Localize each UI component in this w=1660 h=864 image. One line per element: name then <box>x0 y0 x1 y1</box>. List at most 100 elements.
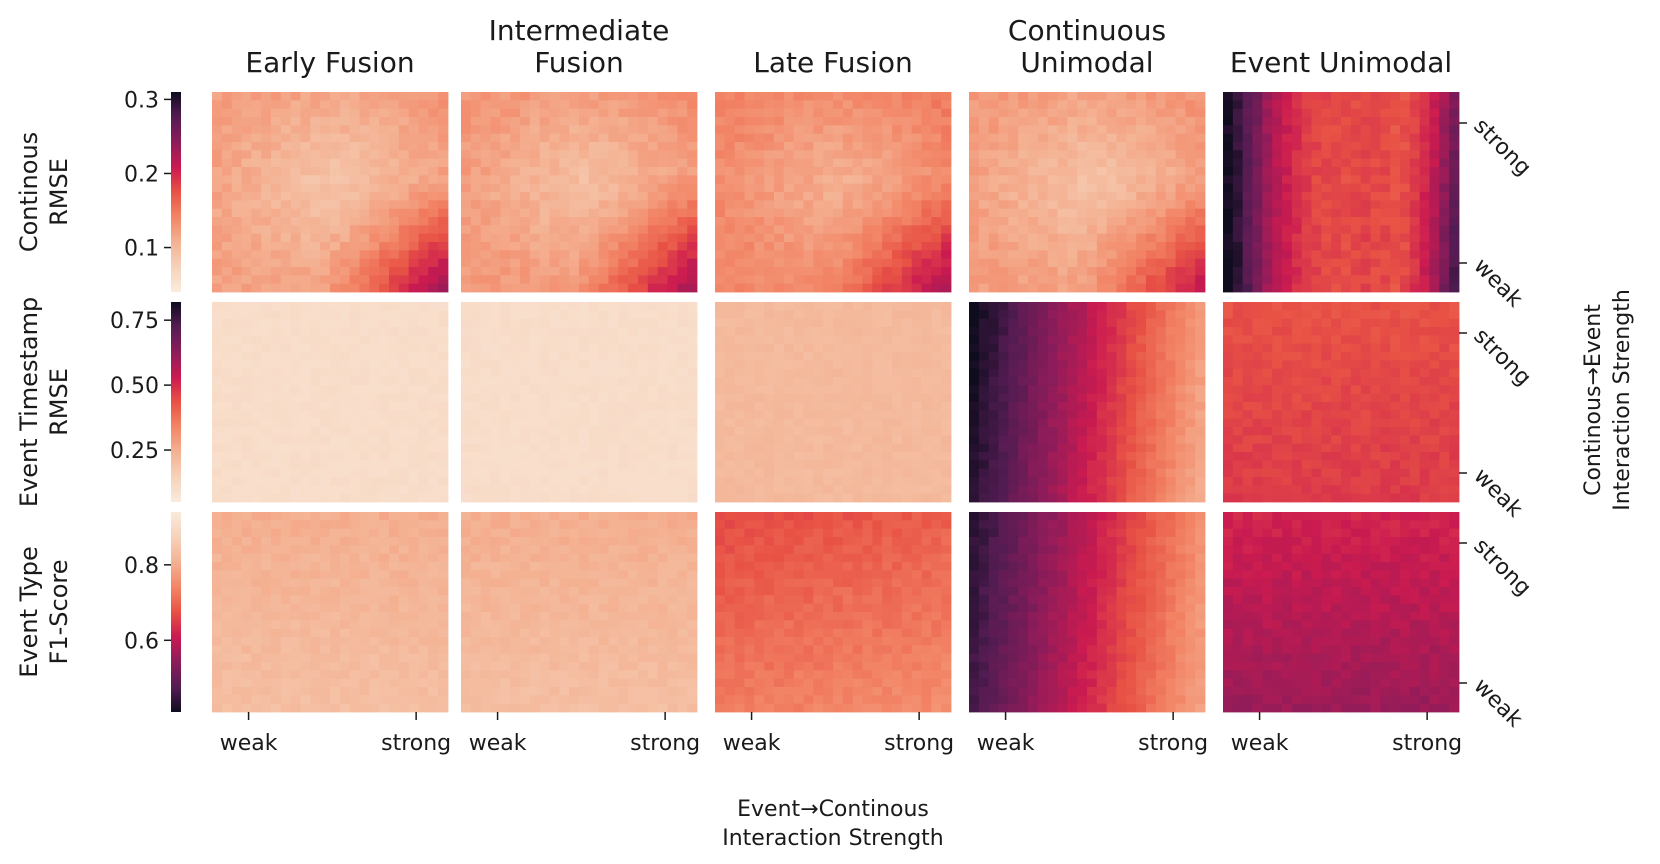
heatmap-cell <box>1429 92 1440 101</box>
heatmap-cell <box>734 435 745 445</box>
heatmap-cell <box>1409 142 1421 151</box>
heatmap-cell <box>1419 117 1430 126</box>
heatmap-cell <box>1439 233 1450 243</box>
heatmap-cell <box>647 327 659 336</box>
heatmap-cell <box>261 125 272 135</box>
heatmap-cell <box>1018 217 1029 226</box>
heatmap-cell <box>349 183 360 193</box>
heatmap-cell <box>852 192 863 201</box>
heatmap-cell <box>1419 125 1430 135</box>
heatmap-cell <box>1185 302 1196 311</box>
heatmap-cell <box>290 192 301 201</box>
heatmap-cell <box>579 200 590 210</box>
heatmap-cell <box>978 167 990 176</box>
heatmap-cell <box>931 200 942 210</box>
heatmap-cell <box>754 418 765 428</box>
heatmap-cell <box>803 402 814 411</box>
heatmap-cell <box>271 360 282 370</box>
heatmap-cell <box>1028 92 1039 101</box>
heatmap-cell <box>978 327 990 336</box>
heatmap-cell <box>978 183 990 193</box>
heatmap-cell <box>941 217 952 226</box>
heatmap-cell <box>280 385 292 395</box>
heatmap-cell <box>677 133 688 143</box>
heatmap-cell <box>330 275 341 285</box>
heatmap-cell <box>618 377 629 386</box>
heatmap-cell <box>359 402 370 411</box>
heatmap-cell <box>764 335 775 345</box>
heatmap-cell <box>1106 217 1117 226</box>
heatmap-cell <box>931 393 942 403</box>
heatmap-cell <box>359 175 370 185</box>
heatmap-cell <box>803 108 814 118</box>
heatmap-cell <box>1341 267 1352 276</box>
heatmap-cell <box>320 477 331 486</box>
heatmap-cell <box>1096 167 1108 176</box>
heatmap-cell <box>339 318 351 328</box>
heatmap-cell <box>724 142 736 151</box>
heatmap-cell <box>369 368 380 378</box>
heatmap-cell <box>1057 183 1068 193</box>
heatmap-cell <box>271 258 282 268</box>
heatmap-cell <box>892 158 903 168</box>
heatmap-cell <box>579 225 590 235</box>
heatmap-cell <box>1409 117 1421 126</box>
heatmap-cell <box>579 100 590 110</box>
heatmap-cell <box>1067 393 1078 403</box>
heatmap-cell <box>310 250 321 260</box>
heatmap-cell <box>588 343 600 353</box>
heatmap-cell <box>461 385 472 395</box>
heatmap-cell <box>359 208 370 218</box>
heatmap-cell <box>480 393 491 403</box>
heatmap-cell <box>349 217 360 226</box>
heatmap-cell <box>687 133 698 143</box>
heatmap-cell <box>1419 175 1430 185</box>
heatmap-cell <box>793 368 804 378</box>
heatmap-cell <box>251 158 262 168</box>
heatmap-cell <box>1165 275 1176 285</box>
heatmap-cell <box>1008 100 1019 110</box>
heatmap-cell <box>872 92 883 101</box>
heatmap-cell <box>1018 310 1029 320</box>
heatmap-cell <box>1262 150 1273 160</box>
heatmap-cell <box>438 302 449 311</box>
heatmap-cell <box>221 485 233 495</box>
heatmap-cell <box>783 302 795 311</box>
heatmap-cell <box>667 258 678 268</box>
heatmap-cell <box>1047 100 1058 110</box>
heatmap-cell <box>500 410 511 420</box>
heatmap-cell <box>588 468 600 478</box>
heatmap-cell <box>598 468 609 478</box>
heatmap-cell <box>1037 158 1049 168</box>
heatmap-cell <box>1252 150 1263 160</box>
heatmap-cell <box>1242 233 1253 243</box>
heatmap-cell <box>480 368 491 378</box>
heatmap-cell <box>901 435 913 445</box>
heatmap-cell <box>290 117 301 126</box>
heatmap-cell <box>1165 108 1176 118</box>
heatmap-cell <box>1067 368 1078 378</box>
heatmap-cell <box>1155 310 1167 320</box>
heatmap-cell <box>715 327 726 336</box>
heatmap-cell <box>418 310 429 320</box>
heatmap-cell <box>588 427 600 436</box>
heatmap-cell <box>1360 108 1371 118</box>
heatmap-cell <box>549 217 560 226</box>
heatmap-cell <box>1400 175 1411 185</box>
heatmap-cell <box>320 92 331 101</box>
heatmap-cell <box>231 410 242 420</box>
heatmap-cell <box>628 100 639 110</box>
heatmap-cell <box>1331 167 1342 176</box>
heatmap-cell <box>1037 343 1049 353</box>
heatmap-cell <box>251 175 262 185</box>
heatmap-cell <box>1242 217 1253 226</box>
heatmap-cell <box>1400 158 1411 168</box>
heatmap-cell <box>569 142 580 151</box>
heatmap-cell <box>618 452 629 461</box>
heatmap-cell <box>379 167 390 176</box>
heatmap-cell <box>931 100 942 110</box>
heatmap-cell <box>1077 283 1088 293</box>
heatmap-cell <box>1116 133 1127 143</box>
heatmap-cell <box>667 402 678 411</box>
heatmap-cell <box>251 493 262 503</box>
